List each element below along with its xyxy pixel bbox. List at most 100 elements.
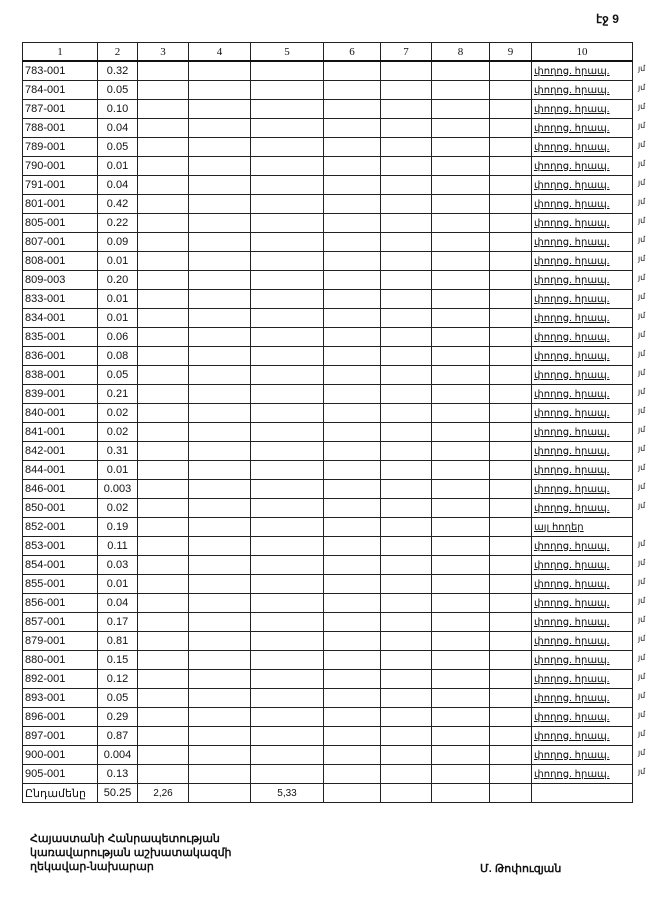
plot-id: 905-001 xyxy=(22,764,98,784)
table-row: 790-001 0.01 փողոց. հրապ. xyxy=(22,156,633,176)
table-row: 834-001 0.01 փողոց. հրապ. xyxy=(22,308,633,328)
plot-area: 0.20 xyxy=(97,270,138,290)
land-type: փողոց. հրապ. xyxy=(531,574,633,594)
plot-area: 0.06 xyxy=(97,327,138,347)
cell-col-4 xyxy=(188,441,251,461)
land-type: փողոց. հրապ. xyxy=(531,118,633,138)
cell-col-8 xyxy=(431,574,490,594)
cell-col-9 xyxy=(489,688,532,708)
header-row: 1 2 3 4 5 6 7 8 9 10 xyxy=(22,42,633,62)
plot-id: 844-001 xyxy=(22,460,98,480)
cell-col-5 xyxy=(250,232,324,252)
table-row: 787-001 0.10 փողոց. հրապ. xyxy=(22,99,633,119)
header-col-1: 1 xyxy=(22,42,98,62)
cell-col-9 xyxy=(489,346,532,366)
plot-area: 0.02 xyxy=(97,403,138,423)
cell-col-7 xyxy=(380,384,432,404)
cell-col-7 xyxy=(380,308,432,328)
cell-col-5 xyxy=(250,118,324,138)
cell-col-6 xyxy=(323,137,381,157)
cell-col-4 xyxy=(188,346,251,366)
land-type: փողոց. հրապ. xyxy=(531,650,633,670)
table-row: 836-001 0.08 փողոց. հրապ. xyxy=(22,346,633,366)
table-row: 840-001 0.02 փողոց. հրապ. xyxy=(22,403,633,423)
cell-col-8 xyxy=(431,137,490,157)
cell-col-7 xyxy=(380,60,432,81)
table-row: 788-001 0.04 փողոց. հրապ. xyxy=(22,118,633,138)
cell-col-8 xyxy=(431,403,490,423)
cell-col-3 xyxy=(137,650,189,670)
land-plot-table: 1 2 3 4 5 6 7 8 9 10 783-001 0.32 փողոց. հ… xyxy=(22,42,633,803)
cell-col-5 xyxy=(250,631,324,651)
cell-col-7 xyxy=(380,175,432,195)
margin-mark: յմ xyxy=(638,539,646,548)
cell-col-6 xyxy=(323,441,381,461)
table-row: 893-001 0.05 փողոց. հրապ. xyxy=(22,688,633,708)
land-type: փողոց. հրապ. xyxy=(531,251,633,271)
plot-id: 897-001 xyxy=(22,726,98,746)
table-row: 897-001 0.87 փողոց. հրապ. xyxy=(22,726,633,746)
cell-col-3 xyxy=(137,764,189,784)
table-row: 852-001 0.19 այլ հողեր xyxy=(22,517,633,537)
plot-area: 0.04 xyxy=(97,175,138,195)
plot-id: 846-001 xyxy=(22,479,98,499)
cell-col-7 xyxy=(380,517,432,537)
cell-col-6 xyxy=(323,327,381,347)
cell-col-8 xyxy=(431,593,490,613)
plot-area: 0.42 xyxy=(97,194,138,214)
cell-col-8 xyxy=(431,384,490,404)
land-type: փողոց. հրապ. xyxy=(531,422,633,442)
cell-col-7 xyxy=(380,593,432,613)
cell-col-4 xyxy=(188,137,251,157)
cell-col-6 xyxy=(323,574,381,594)
cell-col-4 xyxy=(188,251,251,271)
cell-col-6 xyxy=(323,270,381,290)
cell-col-6 xyxy=(323,289,381,309)
cell-col-6 xyxy=(323,308,381,328)
cell-col-7 xyxy=(380,99,432,119)
cell-col-3 xyxy=(137,194,189,214)
cell-col-8 xyxy=(431,726,490,746)
table-row: 835-001 0.06 փողոց. հրապ. xyxy=(22,327,633,347)
margin-mark: յմ xyxy=(638,273,646,282)
cell-col-9 xyxy=(489,593,532,613)
cell-col-7 xyxy=(380,669,432,689)
cell-col-3 xyxy=(137,688,189,708)
plot-id: 835-001 xyxy=(22,327,98,347)
plot-area: 0.15 xyxy=(97,650,138,670)
cell-col-7 xyxy=(380,194,432,214)
cell-col-4 xyxy=(188,536,251,556)
cell-col-3 xyxy=(137,536,189,556)
land-type: փողոց. հրապ. xyxy=(531,593,633,613)
cell-col-3 xyxy=(137,327,189,347)
cell-col-4 xyxy=(188,232,251,252)
land-type: փողոց. հրապ. xyxy=(531,213,633,233)
cell-col-6 xyxy=(323,631,381,651)
plot-area: 0.05 xyxy=(97,137,138,157)
cell-col-5 xyxy=(250,612,324,632)
header-col-3: 3 xyxy=(137,42,189,62)
header-col-5: 5 xyxy=(250,42,324,62)
land-type: փողոց. հրապ. xyxy=(531,403,633,423)
margin-mark: յմ xyxy=(638,216,646,225)
cell-col-6 xyxy=(323,555,381,575)
plot-id: 840-001 xyxy=(22,403,98,423)
table-row: 783-001 0.32 փողոց. հրապ. xyxy=(22,60,633,81)
cell-col-8 xyxy=(431,536,490,556)
cell-col-5 xyxy=(250,289,324,309)
cell-col-9 xyxy=(489,460,532,480)
table-row: 833-001 0.01 փողոց. հրապ. xyxy=(22,289,633,309)
cell-col-3 xyxy=(137,593,189,613)
cell-col-6 xyxy=(323,232,381,252)
cell-col-5 xyxy=(250,669,324,689)
cell-col-9 xyxy=(489,156,532,176)
cell-col-7 xyxy=(380,441,432,461)
margin-mark: յմ xyxy=(638,596,646,605)
cell-col-6 xyxy=(323,80,381,100)
table-row: 880-001 0.15 փողոց. հրապ. xyxy=(22,650,633,670)
land-type: փողոց. հրապ. xyxy=(531,99,633,119)
margin-mark: յմ xyxy=(638,292,646,301)
land-type: փողոց. հրապ. xyxy=(531,232,633,252)
plot-area: 0.01 xyxy=(97,251,138,271)
cell-col-7 xyxy=(380,346,432,366)
